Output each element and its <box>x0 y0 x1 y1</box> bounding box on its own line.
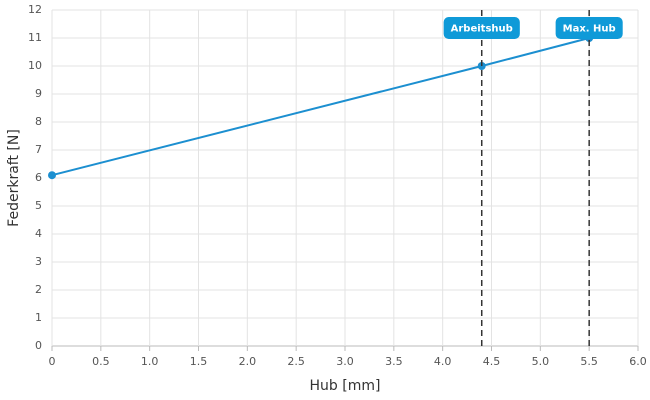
y-tick-label: 9 <box>35 87 42 100</box>
x-tick-label: 2.5 <box>287 355 305 368</box>
y-tick-label: 10 <box>28 59 42 72</box>
y-tick-label: 2 <box>35 283 42 296</box>
x-tick-label: 4.0 <box>434 355 452 368</box>
x-tick-label: 5.5 <box>580 355 598 368</box>
x-tick-label: 0 <box>49 355 56 368</box>
x-tick-label: 4.5 <box>483 355 501 368</box>
y-tick-label: 12 <box>28 3 42 16</box>
x-axis-title: Hub [mm] <box>310 378 381 394</box>
annotation-label: Max. Hub <box>555 17 623 39</box>
annotation-label: Arbeitshub <box>443 17 520 39</box>
y-tick-label: 5 <box>35 199 42 212</box>
annotation-box <box>555 17 623 39</box>
y-tick-label: 1 <box>35 311 42 324</box>
annotation-text: Max. Hub <box>563 24 616 35</box>
y-tick-label: 3 <box>35 255 42 268</box>
x-tick-label: 2.0 <box>239 355 257 368</box>
annotation-text: Arbeitshub <box>451 24 513 35</box>
x-tick-label: 6.0 <box>629 355 647 368</box>
y-axis-title: Federkraft [N] <box>6 129 22 227</box>
x-tick-label: 1.0 <box>141 355 159 368</box>
y-tick-label: 8 <box>35 115 42 128</box>
y-tick-label: 6 <box>35 171 42 184</box>
x-tick-label: 0.5 <box>92 355 110 368</box>
x-tick-label: 3.5 <box>385 355 403 368</box>
y-tick-label: 7 <box>35 143 42 156</box>
line <box>51 37 590 177</box>
point <box>48 171 56 180</box>
x-tick-label: 5.0 <box>532 355 550 368</box>
y-tick-label: 11 <box>28 31 42 44</box>
y-tick-label: 4 <box>35 227 42 240</box>
x-tick-label: 3.0 <box>336 355 354 368</box>
y-tick-label: 0 <box>35 339 42 352</box>
x-tick-label: 1.5 <box>190 355 208 368</box>
annotation-box <box>443 17 520 39</box>
